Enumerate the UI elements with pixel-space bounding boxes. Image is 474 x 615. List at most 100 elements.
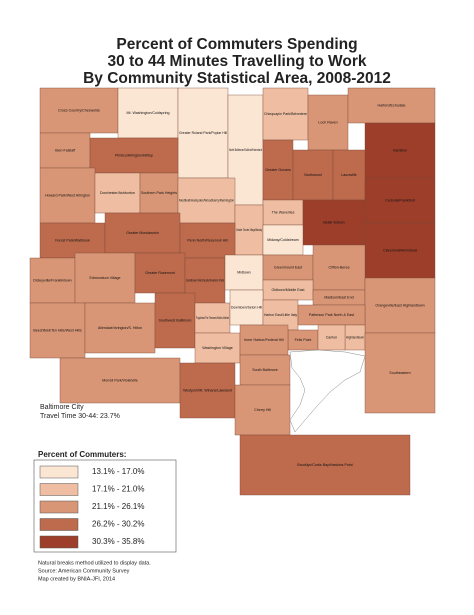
region [179,362,236,419]
region-labels: Cross-Country/Cheswolde Mt. Washington/Co… [33,103,424,467]
region-label: Pimlico/Arlington/Hilltop [115,153,153,157]
region [332,149,366,201]
region-label: Inner Harbor/Federal Hill [244,338,284,342]
region [307,94,349,151]
region [179,222,236,259]
region [234,384,291,436]
region-label: North Baltimore/Guilford/Homeland [229,148,262,152]
region-label: Greater Roland Park/Poplar Hill [179,131,227,135]
note: Map created by BNIA-JFI, 2014 [38,576,115,582]
region [194,302,231,334]
region-label: Clifton-Berea [329,265,350,269]
region-label: Greater Charles Village/Barclay [236,228,262,232]
region [239,434,411,496]
region [239,324,289,356]
note: Natural breaks method utilized to displa… [38,560,151,566]
title-line: Percent of Commuters Spending [116,36,357,53]
region [234,204,264,256]
legend-box [33,459,177,553]
region-label: Greater Rosemont [145,271,175,275]
region-label: Hamilton [393,148,407,152]
region-label: Allendale/Irvington/S. Hilton [98,326,142,330]
region [74,252,136,304]
region-label: Dorchester/Ashburton [100,191,135,195]
region-label: Beechfield/Ten Hills/West Hills [33,328,81,332]
region [39,222,106,259]
region-label: Loch Raven [318,120,337,124]
region-label: Greenmount East [274,265,302,269]
region-label: Claremont/Armistead [383,248,417,252]
region [154,292,196,349]
region [262,87,309,141]
city-note: Travel Time 30-44: 23.7% [40,413,120,420]
region [364,332,436,414]
region-label: Medfield/Hampden/Woodberry/Remington [179,198,234,202]
region-label: Lauraville [341,173,356,177]
region-label: South Baltimore [252,368,278,372]
region-label: Patterson Park North & East [309,313,354,317]
region-label: Fells Point [295,338,312,342]
region [317,324,346,351]
city-note: Baltimore City [40,404,84,411]
region [29,257,76,304]
region-label: Harbor East/Little Italy [264,313,297,317]
legend-swatch [39,500,79,514]
region-label: Northwood [304,173,321,177]
region [194,332,241,364]
legend-label: 26.2% - 30.2% [92,520,144,529]
region [364,177,436,224]
title-line: 30 to 44 Minutes Travelling to Work [108,53,367,70]
region [89,137,179,174]
legend-title: Percent of Commuters: [38,450,126,459]
region-label: Madison/East End [324,295,353,299]
region-label: Penn North/Reservoir Hill [187,238,228,242]
map-regions [29,87,436,496]
legend-swatch [39,535,79,549]
region-label: Westport/Mt. Winans/Lakeland [183,388,232,392]
region-label: Highlandtown [346,335,364,339]
legend-swatch [39,465,79,479]
region-label: Midtown [237,270,250,274]
region [39,87,119,134]
region-label: Morrell Park/Violetville [102,378,137,382]
region-label: Brooklyn/Curtis Bay/Hawkins Point [297,463,352,467]
region-label: Chinquapin Park/Belvedere [264,112,307,116]
region [117,87,179,139]
region [364,277,436,334]
region-label: Southwest Baltimore [159,318,192,322]
region [292,149,334,201]
harbor-water [289,349,366,433]
legend-label: 30.3% - 35.8% [92,537,144,546]
region-label: Sandtown-Winchester/Harlem Park [186,278,224,282]
region [312,244,366,291]
region [239,354,291,386]
region-label: Greater Govans [265,168,291,172]
region-label: Washington Village [202,346,233,350]
region [39,167,96,224]
region-label: The Waverlies [272,210,295,214]
region-label: Forest Park/Walbrook [55,238,90,242]
region [94,172,141,214]
note: Source: American Community Survey [38,568,130,574]
region-label: Howard Park/West Arlington [45,193,90,197]
region-label: Midway/Coldstream [267,238,299,242]
region-label: Cherry Hill [254,408,271,412]
region-label: Canton [326,335,338,339]
legend-label: 21.1% - 26.1% [92,502,144,511]
region [262,199,304,226]
region [302,199,366,246]
region-label: Southern Park Heights [141,191,177,195]
region-label: Greater Mondawmin [126,231,159,235]
region-label: Cross-Country/Cheswolde [58,108,100,112]
region-label: Cedonia/Frankford [385,198,415,202]
legend-label: 13.1% - 17.0% [92,467,144,476]
legend-swatch [39,483,79,496]
legend-swatch [39,518,79,531]
region [262,224,304,256]
region-label: Poppleton/The Terraces/Hollins Market [196,316,229,320]
region-label: Belair-Edison [323,220,344,224]
region [364,222,436,279]
title-line: By Community Statistical Area, 2008-2012 [83,70,391,87]
region [139,172,179,214]
